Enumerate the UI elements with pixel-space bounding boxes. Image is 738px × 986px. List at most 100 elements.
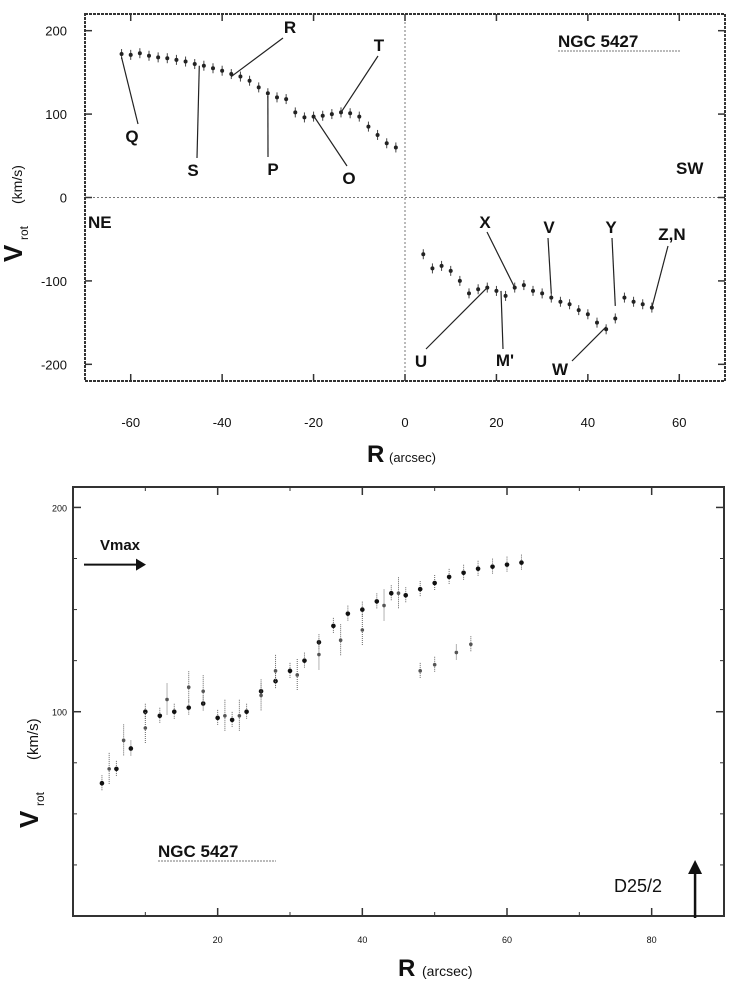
bottom-data-point bbox=[114, 767, 119, 772]
top-leader-line bbox=[487, 232, 515, 288]
bottom-data-point bbox=[100, 781, 105, 786]
bottom-xlabel-unit: (arcsec) bbox=[422, 963, 473, 979]
bottom-data-point bbox=[295, 673, 299, 677]
bottom-data-point bbox=[230, 718, 235, 723]
bottom-data-point bbox=[389, 591, 394, 596]
top-xtick-label: 0 bbox=[401, 415, 408, 430]
top-leader-line bbox=[572, 327, 606, 361]
top-data-point bbox=[421, 252, 425, 256]
bottom-data-point bbox=[476, 566, 481, 571]
bottom-data-point bbox=[172, 709, 177, 714]
top-data-point bbox=[558, 300, 562, 304]
vmax-arrow-head bbox=[136, 559, 146, 571]
bottom-data-point bbox=[519, 560, 524, 565]
top-data-point bbox=[174, 58, 178, 62]
top-data-point bbox=[385, 141, 389, 145]
top-data-point bbox=[586, 312, 590, 316]
top-data-point bbox=[458, 279, 462, 283]
top-ylabel-unit: (km/s) bbox=[9, 165, 25, 204]
top-xtick-label: 40 bbox=[581, 415, 595, 430]
top-xtick-label: -20 bbox=[304, 415, 323, 430]
top-side-label-sw: SW bbox=[676, 159, 704, 178]
top-data-point bbox=[129, 53, 133, 57]
top-point-label: Z,N bbox=[658, 225, 685, 244]
top-side-label-ne: NE bbox=[88, 213, 112, 232]
top-data-point bbox=[622, 296, 626, 300]
top-data-point bbox=[549, 296, 553, 300]
top-ylabel-main: V bbox=[0, 244, 28, 262]
top-ytick-label: 100 bbox=[45, 107, 67, 122]
top-leader-line bbox=[548, 238, 551, 293]
top-data-point bbox=[193, 62, 197, 66]
top-data-point bbox=[504, 294, 508, 298]
top-point-label: P bbox=[267, 160, 278, 179]
top-leader-line bbox=[652, 246, 668, 308]
top-leader-line bbox=[612, 238, 615, 306]
top-point-label: W bbox=[552, 360, 569, 379]
top-data-point bbox=[302, 115, 306, 119]
top-data-point bbox=[476, 287, 480, 291]
bottom-ylabel-unit: (km/s) bbox=[25, 718, 42, 760]
bottom-data-point bbox=[432, 581, 437, 586]
top-data-point bbox=[357, 115, 361, 119]
top-data-point bbox=[330, 112, 334, 116]
bottom-data-point bbox=[346, 611, 351, 616]
bottom-xtick-label: 20 bbox=[213, 935, 223, 945]
top-data-point bbox=[165, 56, 169, 60]
bottom-data-point bbox=[490, 564, 495, 569]
top-data-point bbox=[184, 60, 188, 64]
bottom-data-point bbox=[187, 685, 191, 689]
top-data-point bbox=[531, 289, 535, 293]
top-leader-line bbox=[197, 66, 199, 158]
top-ytick-label: -200 bbox=[41, 357, 67, 372]
bottom-data-point bbox=[302, 658, 307, 663]
top-data-point bbox=[540, 291, 544, 295]
top-point-label: X bbox=[479, 213, 491, 232]
top-leader-line bbox=[426, 288, 487, 349]
bottom-data-point bbox=[433, 663, 437, 667]
bottom-data-point bbox=[201, 689, 205, 693]
top-data-point bbox=[220, 69, 224, 73]
top-data-point bbox=[284, 97, 288, 101]
bottom-ytick-label: 200 bbox=[52, 503, 67, 513]
top-data-point bbox=[238, 75, 242, 79]
bottom-data-point bbox=[288, 669, 293, 674]
top-data-point bbox=[156, 55, 160, 59]
top-ytick-label: 200 bbox=[45, 24, 67, 39]
bottom-data-point bbox=[122, 739, 126, 743]
bottom-data-point bbox=[382, 604, 386, 608]
top-ytick-label: -100 bbox=[41, 274, 67, 289]
top-point-label: Y bbox=[605, 218, 617, 237]
bottom-data-point bbox=[129, 746, 134, 751]
bottom-data-point bbox=[107, 767, 111, 771]
top-data-point bbox=[202, 64, 206, 68]
bottom-data-point bbox=[461, 571, 466, 576]
top-data-point bbox=[321, 114, 325, 118]
bottom-xtick-label: 60 bbox=[502, 935, 512, 945]
top-point-label: V bbox=[543, 218, 555, 237]
bottom-data-point bbox=[418, 669, 422, 673]
top-title: NGC 5427 bbox=[558, 32, 638, 51]
top-data-point bbox=[467, 291, 471, 295]
bottom-data-point bbox=[165, 698, 169, 702]
top-leader-line bbox=[314, 116, 347, 166]
top-leader-line bbox=[231, 38, 283, 77]
top-data-point bbox=[577, 308, 581, 312]
top-xlabel-main: R bbox=[367, 441, 384, 468]
bottom-data-point bbox=[339, 638, 343, 642]
bottom-data-point bbox=[375, 599, 380, 604]
vmax-label: Vmax bbox=[100, 537, 141, 554]
top-data-point bbox=[266, 91, 270, 95]
top-data-point bbox=[430, 266, 434, 270]
top-xtick-label: 60 bbox=[672, 415, 686, 430]
bottom-data-point bbox=[361, 628, 365, 632]
top-leader-line bbox=[341, 56, 378, 112]
bottom-data-point bbox=[215, 716, 220, 721]
top-data-point bbox=[440, 264, 444, 268]
bottom-data-point bbox=[143, 709, 148, 714]
bottom-ylabel-sub: rot bbox=[33, 791, 47, 806]
top-point-label: T bbox=[374, 36, 385, 55]
top-data-point bbox=[632, 300, 636, 304]
